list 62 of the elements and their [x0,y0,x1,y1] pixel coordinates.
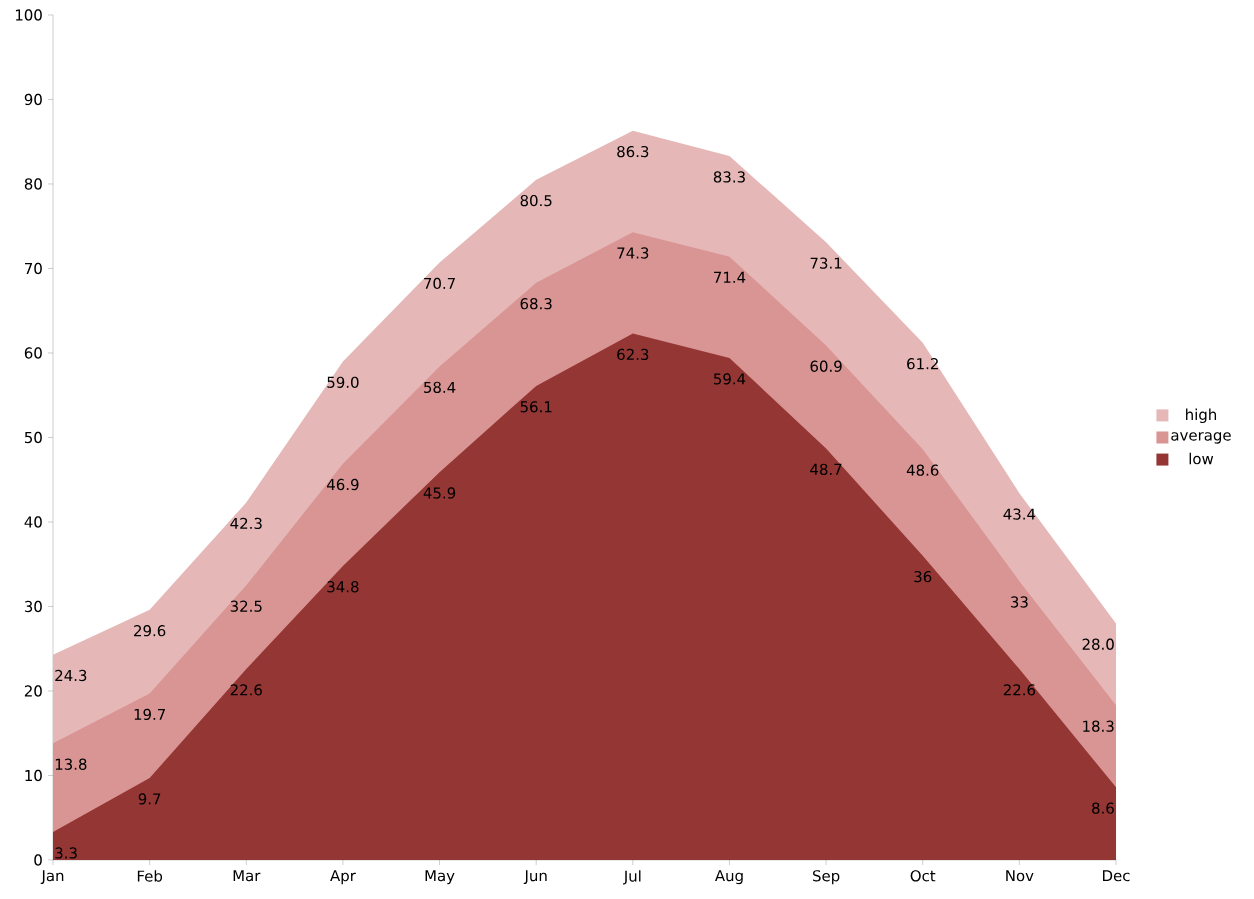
data-label: 45.9 [423,487,456,499]
y-tick-label: 10 [25,769,42,782]
data-label: 61.2 [907,358,938,370]
data-label: 19.7 [134,708,165,721]
x-tick-label: Sep [813,870,840,885]
data-label: 86.3 [617,145,649,158]
data-label: 46.9 [327,478,359,491]
data-label: 34.8 [327,581,359,593]
data-label: 43.4 [1003,508,1036,520]
x-tick-label: Aug [714,870,743,885]
data-label: 18.3 [1083,720,1114,732]
data-label: 71.4 [714,271,746,283]
data-label: 13.8 [55,758,87,770]
y-tick-label: 70 [25,262,42,275]
x-tick-label: Mar [233,870,261,882]
data-label: 74.3 [617,247,649,259]
x-tick-label: Oct [910,870,936,882]
y-tick-label: 0 [34,854,42,866]
y-tick-label: 80 [24,178,42,190]
data-label: 22.6 [1003,684,1036,696]
data-label: 9.7 [138,793,161,805]
data-label: 28.0 [1082,638,1114,650]
x-tick-label: Jul [623,870,641,885]
data-label: 3.3 [55,847,77,859]
data-label: 22.6 [230,684,262,696]
y-tick-label: 50 [24,431,42,444]
x-tick-label: Nov [1006,870,1034,882]
y-tick-label: 60 [24,347,42,359]
data-label: 48.6 [906,464,939,476]
legend-label: low [1189,452,1214,465]
y-tick-label: 30 [24,600,42,613]
x-tick-label: Feb [137,870,163,882]
data-label: 68.3 [520,298,552,310]
data-label: 59.4 [713,373,746,385]
data-label: 60.9 [810,360,842,372]
data-label: 48.7 [810,463,842,475]
x-tick-label: Jan [40,870,64,885]
x-tick-label: Apr [330,870,356,885]
data-label: 33 [1011,596,1028,608]
data-label: 80.5 [520,194,552,207]
y-tick-label: 100 [15,9,42,21]
legend-label: average [1171,432,1231,444]
data-label: 73.1 [810,257,842,269]
data-label: 62.3 [617,348,649,361]
data-label: 8.6 [1092,802,1114,814]
y-tick-label: 40 [24,516,42,528]
data-label: 24.3 [55,669,87,682]
data-label: 70.7 [424,277,455,290]
data-label: 59.0 [327,376,359,388]
x-tick-label: Dec [1103,870,1130,882]
data-label: 42.3 [230,517,262,530]
data-label: 56.1 [520,401,552,413]
data-label: 58.4 [424,381,456,394]
data-label: 32.5 [230,600,262,612]
data-label: 83.3 [713,171,745,183]
x-tick-label: May [425,870,455,885]
y-tick-label: 20 [24,685,42,697]
y-tick-label: 90 [24,93,42,106]
legend-label: high [1186,408,1217,424]
x-tick-label: Jun [523,870,547,885]
data-label: 29.6 [134,625,166,637]
data-label: 36 [914,570,932,583]
